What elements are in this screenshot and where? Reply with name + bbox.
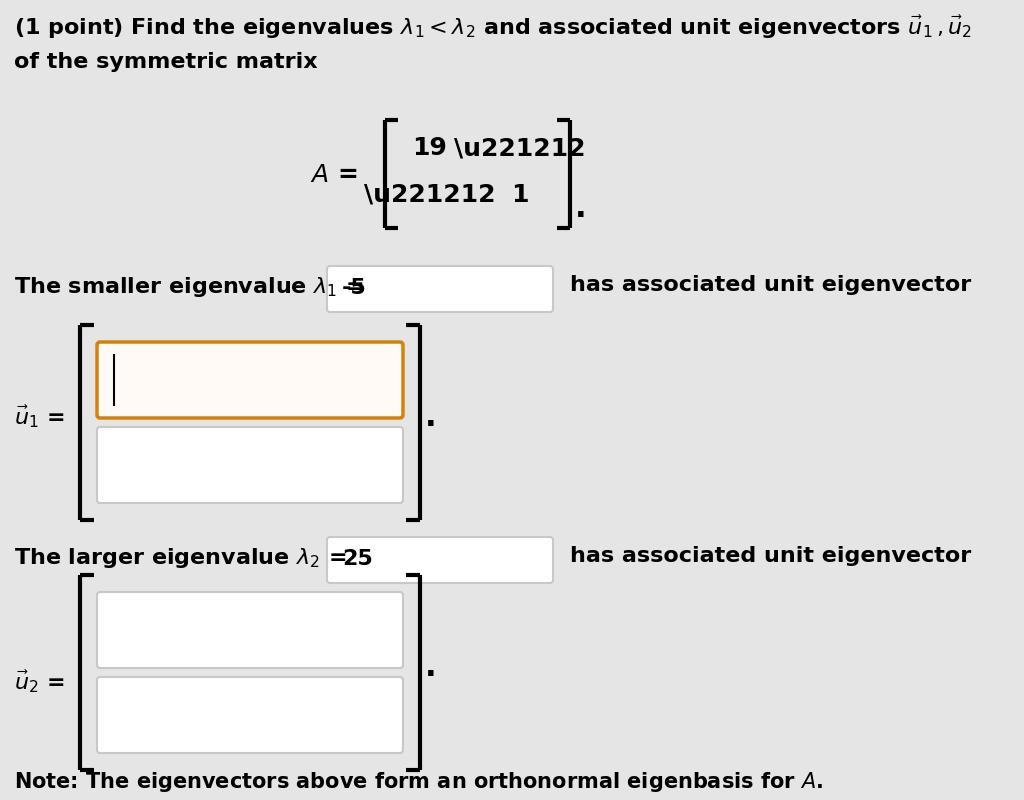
- Text: of the symmetric matrix: of the symmetric matrix: [14, 52, 317, 72]
- Text: $A$ =: $A$ =: [310, 163, 357, 187]
- Text: has associated unit eigenvector: has associated unit eigenvector: [570, 546, 971, 566]
- Text: has associated unit eigenvector: has associated unit eigenvector: [570, 275, 971, 295]
- Text: 1: 1: [511, 183, 528, 207]
- Text: Note: The eigenvectors above form an orthonormal eigenbasis for $A$.: Note: The eigenvectors above form an ort…: [14, 770, 823, 794]
- Text: 19: 19: [413, 136, 447, 160]
- FancyBboxPatch shape: [327, 266, 553, 312]
- Text: .: .: [425, 402, 436, 431]
- FancyBboxPatch shape: [327, 537, 553, 583]
- Bar: [103, 433, 403, 503]
- Text: \u221212: \u221212: [455, 136, 586, 160]
- Text: The smaller eigenvalue $\lambda_1$ =: The smaller eigenvalue $\lambda_1$ =: [14, 275, 364, 299]
- Bar: [103, 598, 403, 668]
- Text: The larger eigenvalue $\lambda_2$ =: The larger eigenvalue $\lambda_2$ =: [14, 546, 346, 570]
- Text: (1 point) Find the eigenvalues $\lambda_1 < \lambda_2$ and associated unit eigen: (1 point) Find the eigenvalues $\lambda_…: [14, 14, 972, 41]
- Text: .: .: [575, 194, 587, 223]
- Text: \u221212: \u221212: [365, 183, 496, 207]
- Text: $\vec{u}_2$ =: $\vec{u}_2$ =: [14, 668, 65, 694]
- Text: -5: -5: [342, 278, 367, 298]
- Bar: [333, 272, 553, 312]
- Bar: [333, 543, 553, 583]
- Bar: [103, 683, 403, 753]
- Text: .: .: [425, 653, 436, 682]
- Text: 25: 25: [342, 549, 373, 569]
- FancyBboxPatch shape: [97, 342, 403, 418]
- Text: $\vec{u}_1$ =: $\vec{u}_1$ =: [14, 403, 65, 430]
- FancyBboxPatch shape: [97, 427, 403, 503]
- FancyBboxPatch shape: [97, 592, 403, 668]
- FancyBboxPatch shape: [97, 677, 403, 753]
